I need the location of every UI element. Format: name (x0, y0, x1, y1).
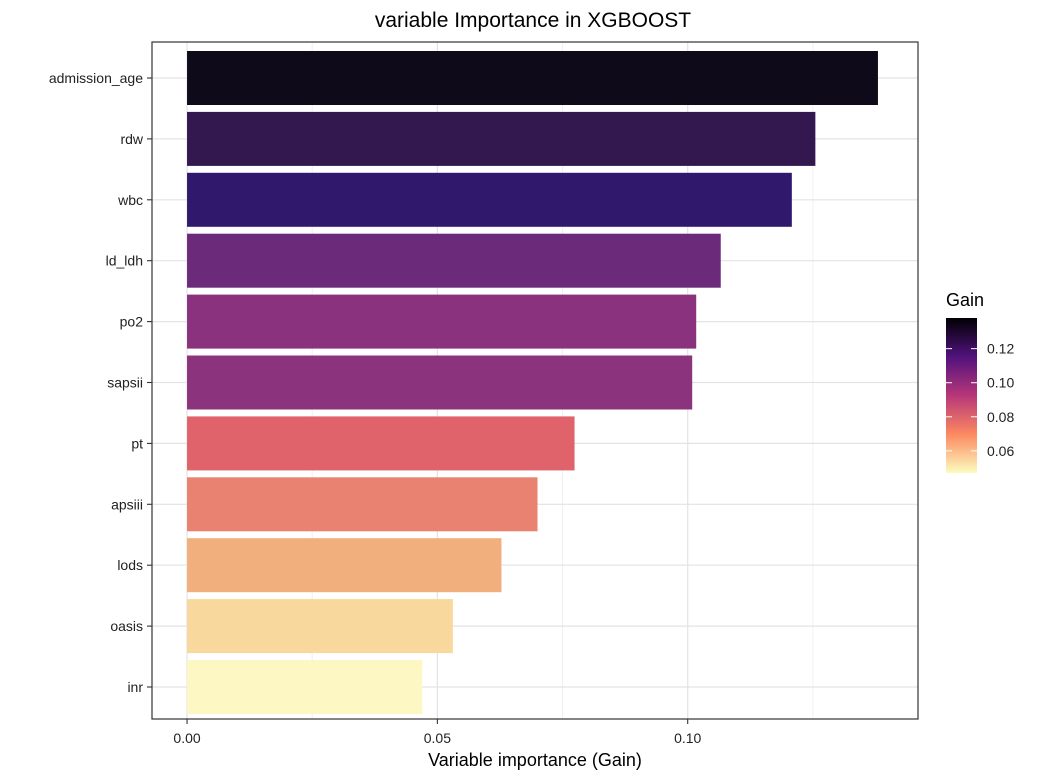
bar-po2 (187, 294, 697, 349)
legend: Gain 0.12 0.10 0.08 0.06 (946, 290, 1014, 473)
x-tick-label: 0.05 (424, 730, 451, 746)
legend-tick-label: 0.08 (987, 409, 1014, 425)
legend-title: Gain (946, 290, 984, 310)
y-tick-label: admission_age (49, 70, 143, 86)
y-tick-label: po2 (120, 314, 144, 330)
bar-ld_ldh (187, 233, 721, 288)
plot-border (151, 41, 919, 720)
y-tick-label: apsiii (111, 496, 143, 512)
x-tick-label: 0.00 (173, 730, 200, 746)
bar-apsiii (187, 477, 538, 532)
chart-title: variable Importance in XGBOOST (375, 9, 691, 32)
x-axis-label: Variable importance (Gain) (428, 750, 642, 770)
legend-tick-label: 0.06 (987, 443, 1014, 459)
y-tick-label: oasis (110, 618, 143, 634)
y-tick-label: sapsii (107, 375, 143, 391)
x-axis: 0.00 0.05 0.10 (173, 719, 702, 746)
y-tick-label: pt (131, 435, 143, 451)
bar-admission_age (187, 51, 878, 105)
bar-oasis (187, 599, 453, 654)
bar-lods (187, 538, 502, 593)
y-tick-label: rdw (120, 131, 143, 147)
y-tick-label: wbc (117, 192, 143, 208)
y-tick-label: inr (127, 679, 143, 695)
legend-ticks: 0.12 0.10 0.08 0.06 (946, 341, 1014, 459)
bar-inr (187, 660, 423, 714)
legend-tick-label: 0.10 (987, 375, 1014, 391)
y-tick-label: lods (117, 557, 143, 573)
legend-tick-label: 0.12 (987, 341, 1014, 357)
bars (187, 51, 878, 714)
bar-rdw (187, 111, 816, 166)
x-tick-label: 0.10 (674, 730, 701, 746)
bar-pt (187, 416, 575, 471)
legend-colorbar (946, 318, 977, 473)
bar-wbc (187, 172, 792, 227)
bar-sapsii (187, 355, 693, 410)
y-tick-label: ld_ldh (106, 253, 143, 269)
